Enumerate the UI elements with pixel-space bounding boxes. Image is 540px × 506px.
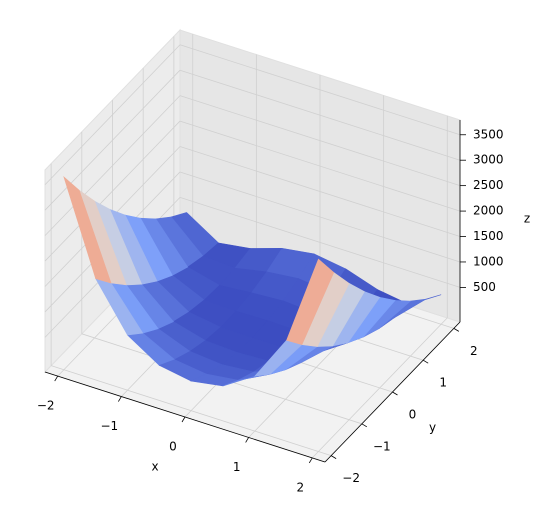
tick-mark	[54, 375, 59, 382]
tick-mark	[181, 416, 186, 423]
y-tick-label: 0	[409, 408, 417, 422]
grid-line	[179, 197, 461, 288]
z-tick-label: 500	[473, 280, 496, 294]
tick-mark	[422, 359, 429, 364]
x-tick-label: 1	[233, 460, 241, 474]
x-axis-line	[44, 371, 326, 463]
grid-line	[179, 171, 461, 263]
tick-mark	[118, 396, 122, 402]
y-axis-line	[324, 321, 461, 463]
grid-line	[44, 95, 181, 236]
z-tick-label: 2000	[473, 204, 504, 218]
tick-mark	[330, 455, 337, 459]
y-tick-label: −2	[342, 471, 360, 485]
surface	[63, 176, 442, 387]
tick-mark	[453, 328, 460, 332]
x-tick-label: −2	[37, 399, 55, 413]
z-tick-label: 2500	[473, 178, 504, 192]
z-tick-label: 1500	[473, 229, 504, 243]
axes: −2−1012−2−101250010001500200025003000350…	[37, 120, 530, 494]
z-axis-label: z	[524, 212, 530, 226]
z-tick-label: 3500	[473, 127, 504, 141]
tick-mark	[245, 437, 249, 443]
tick-mark	[308, 457, 313, 464]
grid-line	[179, 146, 461, 237]
tick-mark	[392, 391, 398, 396]
surface-patch	[286, 258, 335, 346]
grid-line	[44, 44, 181, 186]
surface-patch	[63, 176, 112, 284]
x-tick-label: −1	[101, 419, 119, 433]
x-tick-label: 2	[296, 480, 304, 494]
y-axis-label: y	[429, 421, 436, 435]
z-tick-label: 1000	[473, 254, 504, 268]
x-tick-label: 0	[169, 440, 177, 454]
grid-line	[179, 44, 461, 136]
grid-line	[179, 95, 461, 187]
y-tick-label: 2	[470, 344, 478, 358]
grid-line	[179, 69, 461, 161]
tick-mark	[361, 423, 368, 428]
z-tick-label: 3000	[473, 153, 504, 167]
grid-line	[179, 120, 461, 212]
grid	[44, 34, 461, 459]
grid-line	[51, 365, 332, 457]
y-tick-label: −1	[373, 439, 391, 453]
x-axis-label: x	[151, 460, 158, 474]
y-tick-label: 1	[439, 376, 447, 390]
grid-line	[44, 120, 181, 262]
